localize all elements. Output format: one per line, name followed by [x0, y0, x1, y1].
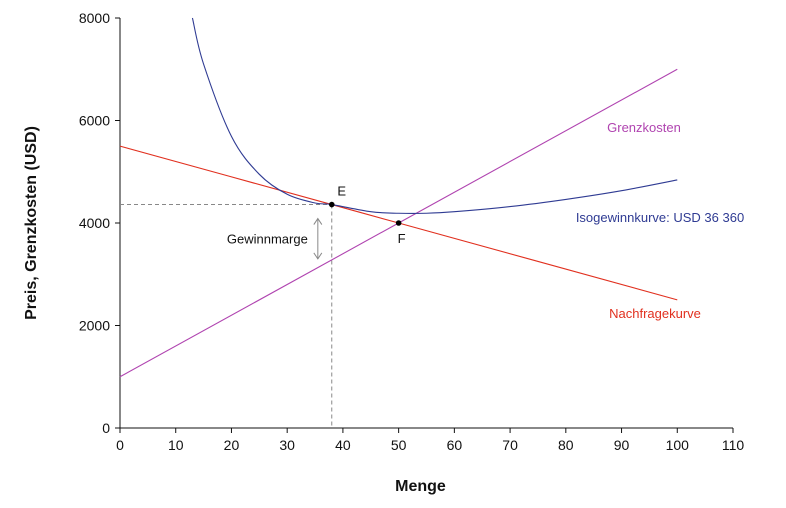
x-axis-title: Menge [395, 478, 446, 495]
x-tick-label: 90 [614, 437, 630, 453]
x-tick-label: 0 [116, 437, 124, 453]
x-tick-label: 60 [447, 437, 463, 453]
x-tick-label: 100 [666, 437, 690, 453]
labels: Nachfragekurve Grenzkosten Isogewinnkurve:… [328, 120, 744, 321]
x-tick-label: 110 [722, 437, 745, 453]
point-f [395, 220, 402, 226]
x-tick-label: 80 [558, 437, 574, 453]
annotations: Gewinnmarge [227, 217, 323, 260]
isoprofit-curve [191, 17, 678, 215]
x-tick-label: 20 [224, 437, 240, 453]
demand-line [119, 145, 678, 301]
axes: 0 10 20 30 40 50 60 70 80 90 100 110 0 2000 4000 6000 80… [23, 10, 744, 495]
series-lines [119, 17, 678, 378]
margin-arrow-head-top [313, 217, 323, 225]
x-tick-label: 10 [168, 437, 184, 453]
x-tick-label: 40 [335, 437, 351, 453]
x-tick-label: 70 [502, 437, 518, 453]
y-tick-label: 8000 [79, 10, 110, 26]
y-tick-label: 4000 [79, 215, 110, 231]
y-tick-label: 6000 [79, 113, 110, 129]
point-e-label: E [337, 184, 346, 199]
y-axis-title: Preis, Grenzkosten (USD) [23, 126, 40, 320]
point-f-label: F [398, 231, 406, 246]
y-tick-label: 2000 [79, 318, 110, 334]
x-tick-label: 30 [279, 437, 295, 453]
margin-arrow-head-bottom [313, 252, 323, 260]
guide-lines [120, 204, 333, 428]
demand-label: Nachfragekurve [609, 306, 701, 321]
x-tick-label: 50 [391, 437, 407, 453]
margin-label: Gewinnmarge [227, 232, 308, 247]
marginal-cost-label: Grenzkosten [607, 120, 681, 135]
point-e [328, 201, 335, 208]
isoprofit-label: Isogewinnkurve: USD 36 360 [576, 210, 744, 225]
y-tick-label: 0 [102, 420, 110, 436]
